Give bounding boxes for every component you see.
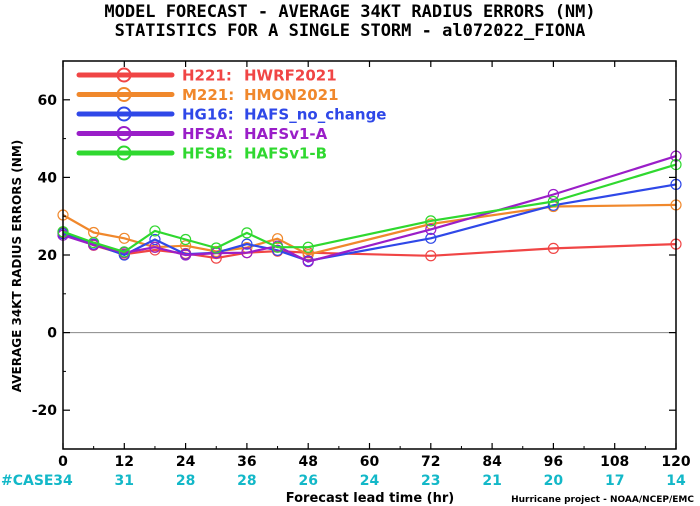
legend-marker-h221	[116, 67, 132, 83]
case-count: 28	[176, 473, 195, 489]
data-point-hfsb	[547, 195, 560, 208]
x-tick-label: 12	[115, 454, 134, 470]
data-point-hfsb	[180, 233, 192, 246]
data-point-hfsa	[425, 223, 437, 235]
legend-marker-hg16	[116, 106, 132, 122]
case-count: 17	[605, 473, 624, 489]
data-point-hfsb	[425, 215, 437, 227]
data-point-h221	[547, 242, 560, 255]
data-point-hg16	[425, 232, 437, 244]
y-tick-label: 0	[47, 326, 57, 342]
case-count: 24	[360, 473, 380, 489]
chart-title: MODEL FORECAST - AVERAGE 34KT RADIUS ERR…	[104, 2, 596, 22]
legend-code-hfsb: HFSB:	[182, 145, 233, 163]
x-tick-label: 60	[360, 454, 380, 470]
data-point-m221	[302, 249, 314, 261]
data-point-hfsa	[149, 241, 161, 253]
legend-marker-hfsb	[116, 145, 132, 161]
case-count: 21	[482, 473, 501, 489]
data-point-h221	[425, 250, 437, 262]
legend-marker-m221	[116, 87, 132, 102]
data-point-hfsa	[180, 249, 192, 261]
case-count: 23	[421, 473, 440, 489]
y-tick-label: -20	[32, 403, 58, 419]
x-tick-label: 0	[58, 454, 68, 470]
x-tick-label: 108	[600, 454, 629, 470]
x-axis-label: Forecast lead time (hr)	[286, 491, 454, 506]
data-point-m221	[271, 233, 284, 245]
case-count: 26	[298, 473, 317, 489]
case-count: 28	[237, 473, 256, 489]
x-tick-label: 72	[421, 454, 440, 470]
legend-code-m221: M221:	[182, 86, 234, 104]
x-tick-label: 48	[298, 454, 317, 470]
y-axis-label: AVERAGE 34KT RADIUS ERRORS (NM)	[10, 140, 24, 392]
case-count-label: #CASE	[1, 473, 54, 489]
x-tick-label: 84	[482, 454, 502, 470]
data-point-hg16	[547, 199, 560, 211]
x-tick-label: 96	[544, 454, 563, 470]
data-point-hfsb	[118, 246, 130, 258]
data-point-hfsb	[241, 227, 253, 239]
case-count: 34	[53, 473, 73, 489]
case-count: 14	[666, 473, 686, 489]
x-tick-label: 36	[237, 454, 256, 470]
legend-marker-hfsa	[116, 126, 132, 141]
data-point-m221	[118, 232, 130, 244]
y-tick-label: 60	[38, 93, 58, 109]
data-point-hfsb	[210, 242, 222, 254]
data-point-hfsa	[241, 247, 253, 259]
data-point-m221	[180, 240, 192, 252]
x-tick-label: 24	[176, 454, 196, 470]
legend-name-hfsb: HAFSv1-B	[244, 145, 327, 163]
case-count: 20	[544, 473, 564, 489]
legend-name-hfsa: HAFSv1-A	[244, 125, 328, 143]
legend-code-h221: H221:	[182, 67, 232, 85]
y-tick-label: 40	[38, 170, 58, 186]
data-point-hfsa	[302, 255, 314, 268]
x-tick-label: 120	[661, 454, 690, 470]
data-point-hfsa	[547, 188, 560, 201]
data-point-hg16	[149, 233, 161, 246]
credit-text: Hurricane project - NOAA/NCEP/EMC	[511, 495, 694, 505]
data-point-hfsb	[302, 241, 314, 253]
data-point-hfsb	[271, 241, 284, 253]
legend-name-hg16: HAFS_no_change	[244, 106, 386, 124]
legend: H221: HWRF2021 M221: HMON2021 HG16: HAFS_no_c…	[76, 67, 386, 163]
case-count: 31	[115, 473, 134, 489]
legend-code-hg16: HG16:	[182, 106, 234, 124]
data-point-hfsb	[149, 225, 161, 237]
data-point-hg16	[241, 238, 253, 250]
chart-subtitle: STATISTICS FOR A SINGLE STORM - al072022…	[114, 21, 586, 41]
data-point-hfsb	[88, 236, 100, 249]
y-tick-label: 20	[38, 248, 58, 264]
legend-name-h221: HWRF2021	[244, 67, 337, 85]
legend-code-hfsa: HFSA:	[182, 125, 234, 143]
legend-name-m221: HMON2021	[244, 86, 339, 104]
